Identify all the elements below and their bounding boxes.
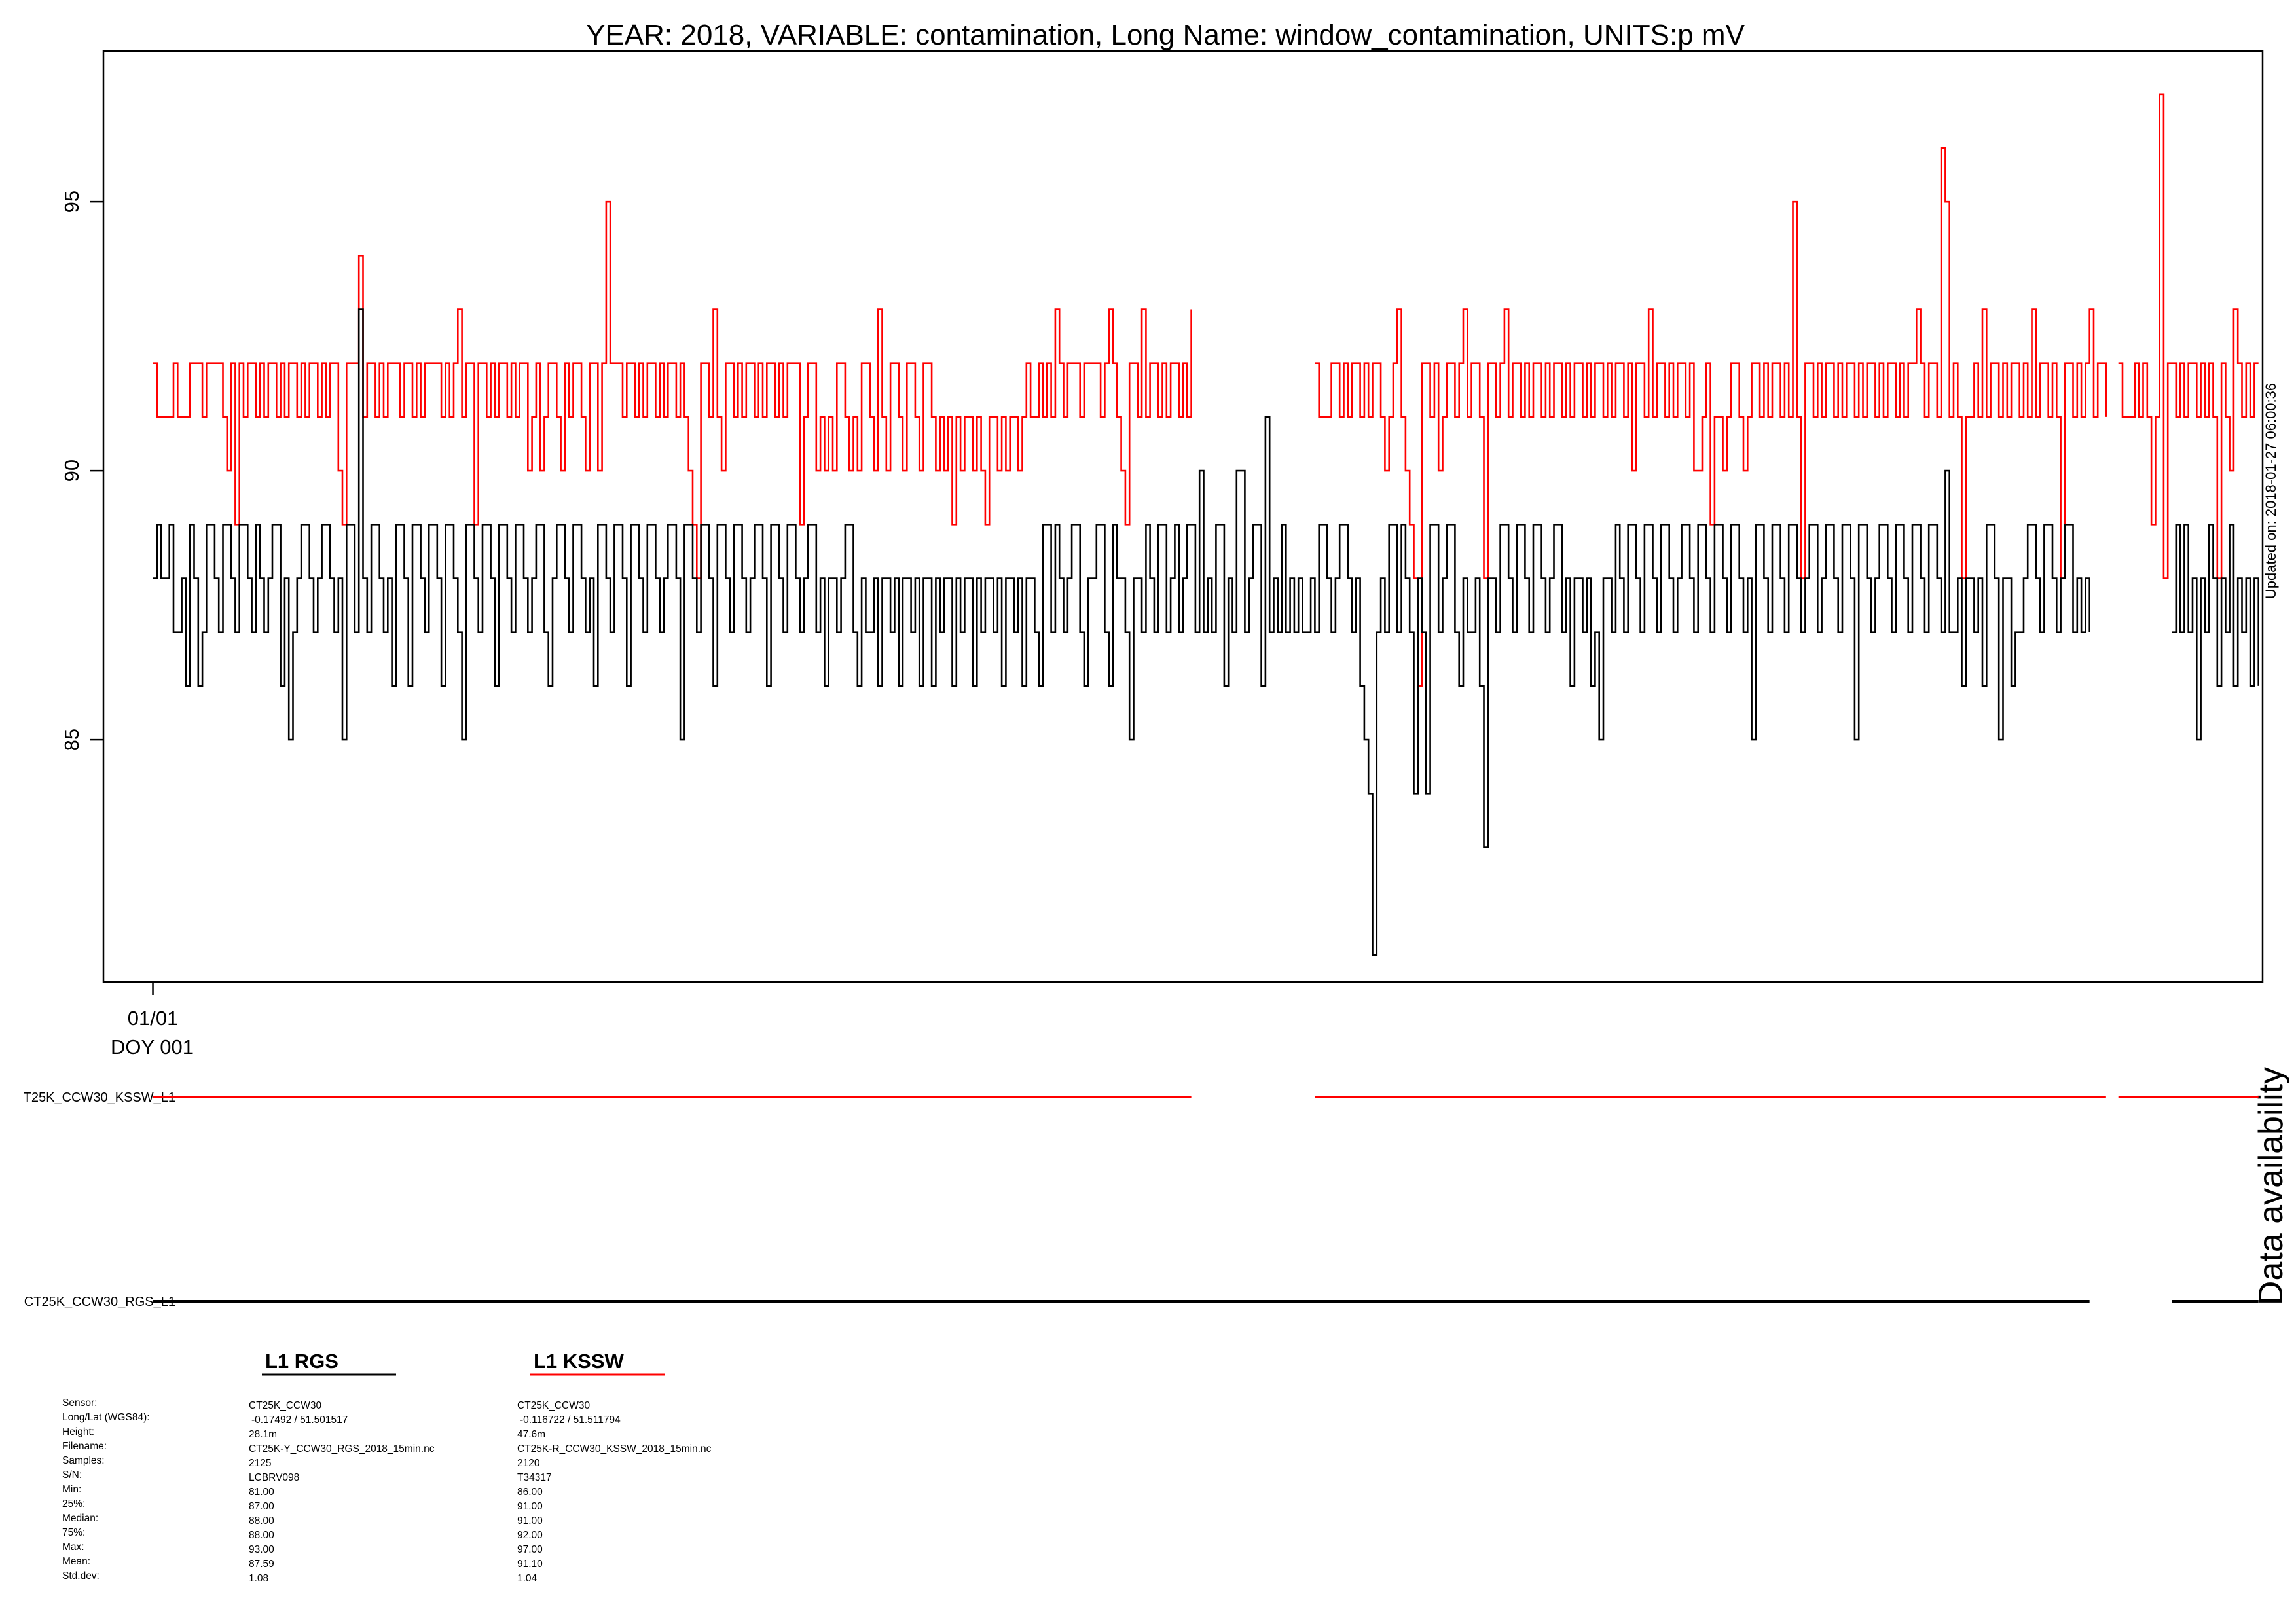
stats-value: CT25K_CCW30 <box>517 1400 590 1411</box>
series-line-segment <box>153 308 2090 956</box>
stats-value: CT25K-Y_CCW30_RGS_2018_15min.nc <box>249 1443 435 1454</box>
availability-row-label: T25K_CCW30_KSSW_L1 <box>24 1091 175 1105</box>
stats-value: 87.59 <box>249 1559 274 1570</box>
stats-row-label: Min: <box>62 1484 81 1495</box>
series-layer <box>153 93 2259 956</box>
stats-value: LCBRV098 <box>249 1472 299 1483</box>
updated-timestamp: Updated on: 2018-01-27 06:00:36 <box>2263 383 2279 599</box>
stats-value: 93.00 <box>249 1544 274 1555</box>
stats-row-label: Mean: <box>62 1556 90 1567</box>
availability-title: Data availability <box>2252 1067 2290 1305</box>
y-tick-label: 90 <box>60 460 83 482</box>
availability-panel: T25K_CCW30_KSSW_L1 CT25K_CCW30_RGS_L1 <box>24 1091 2259 1309</box>
stats-row-label: Sensor: <box>62 1398 97 1409</box>
stats-row-label: Std.dev: <box>62 1570 100 1581</box>
series-line-segment <box>1315 147 2107 687</box>
stats-value: 47.6m <box>517 1429 545 1440</box>
stats-row-label: Height: <box>62 1426 94 1437</box>
plot-frame <box>102 50 2264 983</box>
series-line-segment <box>153 200 1192 579</box>
stats-value: 91.00 <box>517 1515 543 1526</box>
x-axis: 01/01 DOY 001 <box>111 982 194 1058</box>
stats-row-label: 25%: <box>62 1498 85 1509</box>
stats-value: 81.00 <box>249 1487 274 1498</box>
stats-value: -0.17492 / 51.501517 <box>251 1415 348 1426</box>
stats-row-label: Median: <box>62 1513 98 1524</box>
chart-title: YEAR: 2018, VARIABLE: contamination, Lon… <box>586 19 1745 51</box>
y-axis: 85 90 95 <box>60 190 103 751</box>
stats-value: 91.10 <box>517 1559 543 1570</box>
stats-column-header: L1 KSSW <box>534 1350 625 1373</box>
stats-value: 92.00 <box>517 1530 543 1541</box>
stats-value: 97.00 <box>517 1544 543 1555</box>
stats-row-label: Filename: <box>62 1441 107 1452</box>
series-line-segment <box>2172 524 2259 741</box>
stats-row-label: 75%: <box>62 1527 85 1538</box>
availability-row-label: CT25K_CCW30_RGS_L1 <box>24 1295 175 1309</box>
statistics-table: L1 RGS CT25K_CCW30 -0.17492 / 51.501517 28.… <box>62 1350 712 1584</box>
stats-column-header: L1 RGS <box>265 1350 338 1373</box>
stats-value: 2125 <box>249 1458 271 1469</box>
y-tick-label: 95 <box>60 190 83 213</box>
stats-value: 1.08 <box>249 1573 268 1584</box>
x-tick-label-date: 01/01 <box>128 1007 179 1030</box>
stats-value: CT25K-R_CCW30_KSSW_2018_15min.nc <box>517 1443 712 1454</box>
stats-value: 87.00 <box>249 1501 274 1512</box>
stats-value: 86.00 <box>517 1487 543 1498</box>
stats-value: 88.00 <box>249 1515 274 1526</box>
stats-value: 91.00 <box>517 1501 543 1512</box>
series-line-segment <box>2118 93 2259 579</box>
x-tick-label-doy: DOY 001 <box>111 1036 194 1058</box>
stats-value: 88.00 <box>249 1530 274 1541</box>
stats-value: 1.04 <box>517 1573 538 1584</box>
stats-value: 2120 <box>517 1458 540 1469</box>
series-CT25K_CCW30_RGS_L1 <box>153 308 2259 956</box>
stats-value: 28.1m <box>249 1429 277 1440</box>
stats-row-label: Samples: <box>62 1455 105 1466</box>
stats-value: -0.116722 / 51.511794 <box>520 1415 621 1426</box>
y-tick-label: 85 <box>60 729 83 751</box>
stats-row-label: S/N: <box>62 1470 82 1481</box>
stats-value: T34317 <box>517 1472 552 1483</box>
stats-row-label: Long/Lat (WGS84): <box>62 1412 150 1423</box>
stats-value: CT25K_CCW30 <box>249 1400 321 1411</box>
series-CT25K_CCW30_KSSW_L1 <box>153 93 2259 687</box>
stats-row-label: Max: <box>62 1542 84 1553</box>
